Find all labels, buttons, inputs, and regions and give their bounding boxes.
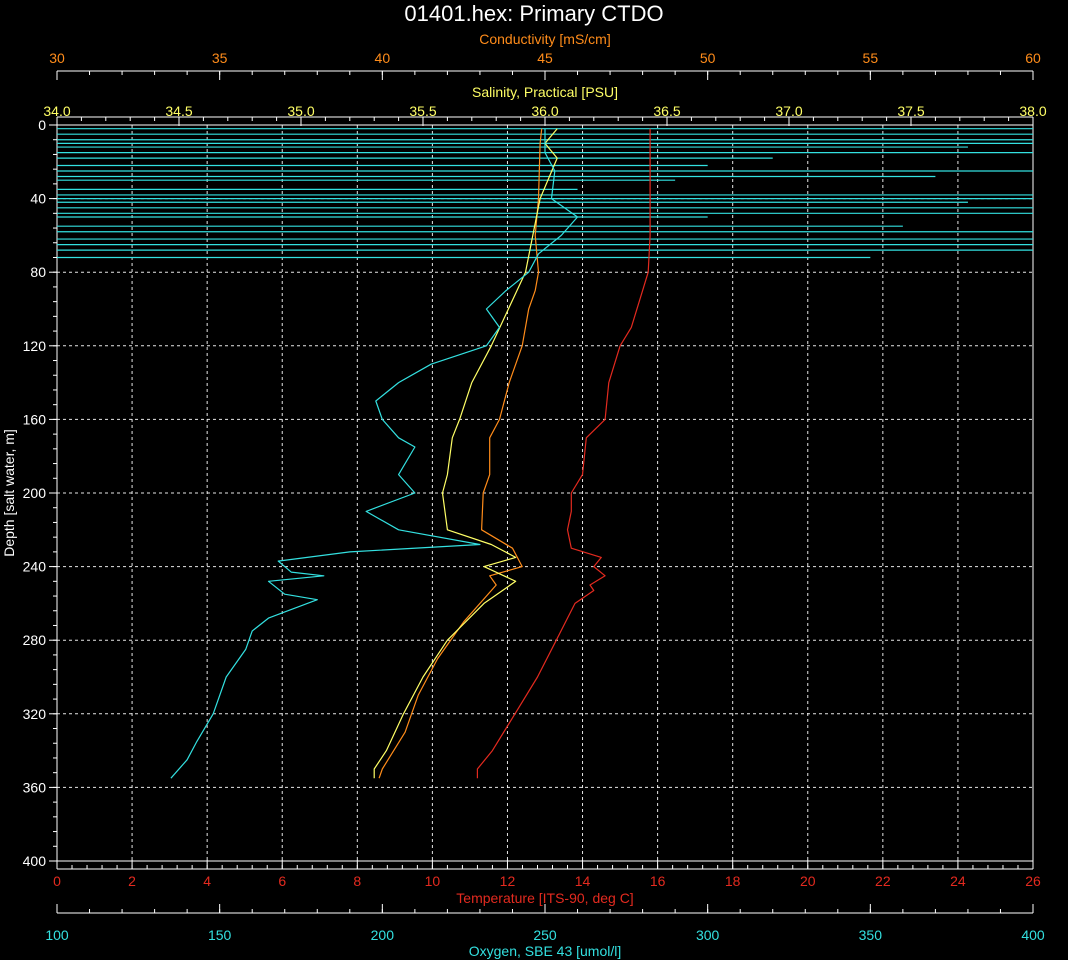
temperature-tick-label: 14 [575, 873, 591, 889]
surface-noise [57, 128, 1033, 259]
salinity-tick-label: 36.5 [653, 103, 680, 119]
temperature-tick-label: 20 [800, 873, 816, 889]
y-tick-label: 120 [23, 338, 47, 354]
conductivity-tick-label: 45 [537, 50, 553, 66]
temperature-tick-label: 12 [500, 873, 516, 889]
salinity-tick-label: 36.0 [531, 103, 558, 119]
oxygen-tick-label: 350 [859, 927, 883, 943]
salinity-axis-title: Salinity, Practical [PSU] [472, 84, 618, 100]
y-tick-label: 240 [23, 559, 47, 575]
salinity-profile-line [373, 128, 558, 779]
grid [56, 124, 1034, 862]
oxygen-axis-title: Oxygen, SBE 43 [umol/l] [469, 943, 622, 959]
temperature-tick-label: 16 [650, 873, 666, 889]
salinity-tick-label: 35.5 [409, 103, 436, 119]
temperature-axis-title: Temperature [ITS-90, deg C] [456, 890, 633, 906]
y-tick-label: 200 [23, 485, 47, 501]
conductivity-tick-label: 35 [212, 50, 228, 66]
temperature-tick-label: 18 [725, 873, 741, 889]
salinity-tick-label: 34.5 [165, 103, 192, 119]
salinity-tick-label: 34.0 [43, 103, 70, 119]
salinity-tick-label: 37.0 [775, 103, 802, 119]
oxygen-tick-label: 100 [45, 927, 69, 943]
temperature-tick-label: 2 [128, 873, 136, 889]
y-tick-label: 320 [23, 706, 47, 722]
salinity-tick-label: 37.5 [897, 103, 924, 119]
y-tick-label: 0 [38, 117, 46, 133]
temperature-profile-line [476, 128, 651, 779]
y-tick-label: 280 [23, 632, 47, 648]
conductivity-tick-label: 55 [863, 50, 879, 66]
title: 01401.hex: Primary CTDO [404, 1, 664, 26]
temperature-tick-label: 0 [53, 873, 61, 889]
temperature-tick-label: 6 [278, 873, 286, 889]
temperature-tick-label: 4 [203, 873, 211, 889]
temperature-tick-label: 10 [425, 873, 441, 889]
temperature-tick-label: 24 [950, 873, 966, 889]
salinity-tick-label: 38.0 [1019, 103, 1046, 119]
conductivity-tick-label: 60 [1025, 50, 1041, 66]
oxygen-profile-line [170, 128, 579, 779]
y-tick-label: 360 [23, 779, 47, 795]
temperature-tick-label: 8 [353, 873, 361, 889]
conductivity-profile-line [378, 128, 543, 779]
temperature-tick-label: 26 [1025, 873, 1041, 889]
conductivity-axis-title: Conductivity [mS/cm] [479, 31, 610, 47]
oxygen-tick-label: 300 [696, 927, 720, 943]
oxygen-tick-label: 200 [371, 927, 395, 943]
y-tick-label: 400 [23, 853, 47, 869]
y-tick-label: 40 [30, 191, 46, 207]
oxygen-tick-label: 250 [533, 927, 557, 943]
conductivity-tick-label: 50 [700, 50, 716, 66]
oxygen-tick-label: 400 [1021, 927, 1045, 943]
oxygen-tick-label: 150 [208, 927, 232, 943]
data-series [170, 128, 651, 779]
y-tick-label: 160 [23, 411, 47, 427]
conductivity-tick-label: 30 [49, 50, 65, 66]
salinity-tick-label: 35.0 [287, 103, 314, 119]
temperature-tick-label: 22 [875, 873, 891, 889]
y-tick-label: 80 [30, 264, 46, 280]
y-axis-title: Depth [salt water, m] [1, 429, 17, 557]
conductivity-tick-label: 40 [375, 50, 391, 66]
